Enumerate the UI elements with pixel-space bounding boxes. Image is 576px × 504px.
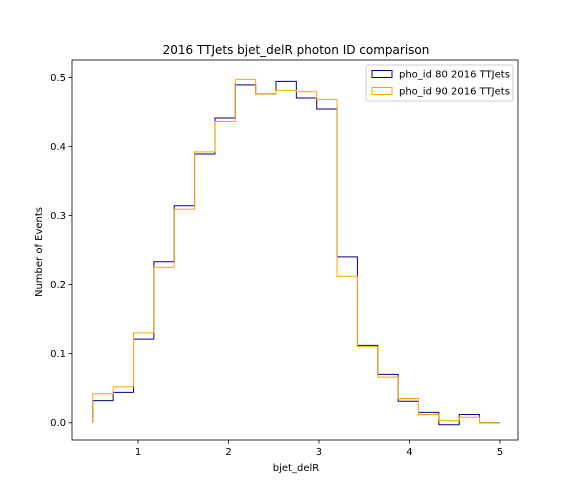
y-tick-label: 0.2 <box>50 280 66 291</box>
y-tick-label: 0.3 <box>50 211 66 222</box>
x-tick-label: 2 <box>225 447 231 458</box>
legend-swatch-2 <box>371 87 393 95</box>
y-tick-label: 0.1 <box>50 349 66 360</box>
legend-label-2: pho_id 90 2016 TTJets <box>399 87 510 98</box>
x-tick-label: 4 <box>406 447 412 458</box>
legend-box <box>365 64 514 102</box>
legend-label-1: pho_id 80 2016 TTJets <box>399 70 510 81</box>
y-tick-label: 0.0 <box>50 418 66 429</box>
legend-swatch-1 <box>371 70 393 78</box>
y-tick-label: 0.5 <box>50 73 66 84</box>
x-tick-label: 3 <box>316 447 322 458</box>
y-tick-label: 0.4 <box>50 142 66 153</box>
x-tick-label: 5 <box>497 447 503 458</box>
x-axis-label: bjet_delR <box>273 463 319 474</box>
plot-area <box>92 78 500 426</box>
plot-frame <box>71 59 519 441</box>
y-axis-label: Number of Events <box>34 207 45 297</box>
chart-title: 2016 TTJets bjet_delR photon ID comparis… <box>163 43 430 57</box>
legend: pho_id 80 2016 TTJets pho_id 90 2016 TTJe… <box>365 64 514 102</box>
x-tick-label: 1 <box>135 447 141 458</box>
axes: 1 2 3 4 5 0.0 0.1 0.2 0.3 0.4 0.5 <box>50 59 519 458</box>
series-step-2 <box>92 78 500 424</box>
